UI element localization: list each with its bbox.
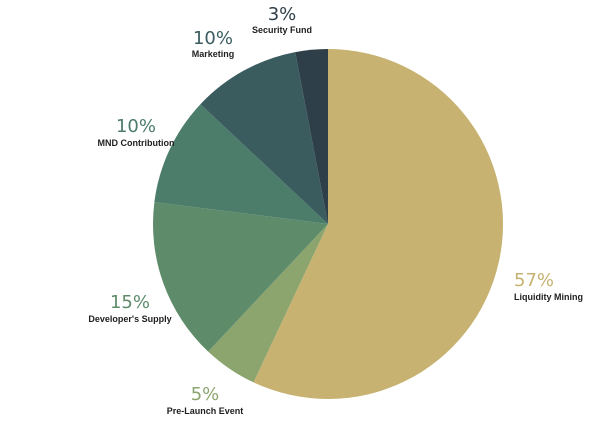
slice-label-group: 5%Pre-Launch Event [167, 384, 244, 416]
pie-slice-marketing [200, 52, 328, 224]
slice-label-group: 57%Liquidity Mining [514, 270, 583, 302]
slice-percent-label: 10% [193, 28, 233, 49]
pie-slice-developer-s-supply [152, 202, 328, 352]
slice-percent-label: 57% [514, 270, 554, 291]
slice-label-group: 10%MND Contribution [98, 116, 175, 148]
pie-slice-pre-launch-event [208, 224, 328, 383]
slice-label-group: 15%Developer's Supply [88, 292, 171, 324]
slice-name-label: Marketing [192, 49, 235, 59]
slice-label-group: 3%Security Fund [252, 4, 312, 35]
labels-layer: 57%Liquidity Mining 5%Pre-Launch Event 15%… [88, 4, 583, 416]
slice-name-label: Liquidity Mining [514, 292, 583, 302]
slices-layer [152, 49, 504, 399]
slice-percent-label: 15% [110, 292, 150, 313]
slice-label-group: 10%Marketing [192, 28, 235, 59]
slice-name-label: Pre-Launch Event [167, 406, 244, 416]
slice-percent-label: 10% [116, 116, 156, 137]
slice-name-label: MND Contribution [98, 138, 175, 148]
pie-slice-mnd-contribution [154, 104, 328, 224]
pie-slice-security-fund [295, 49, 328, 224]
slice-percent-label: 3% [268, 4, 297, 25]
slice-name-label: Developer's Supply [88, 314, 171, 324]
pie-slice-liquidity-mining [253, 49, 504, 399]
slice-name-label: Security Fund [252, 25, 312, 35]
slice-percent-label: 5% [191, 384, 220, 405]
